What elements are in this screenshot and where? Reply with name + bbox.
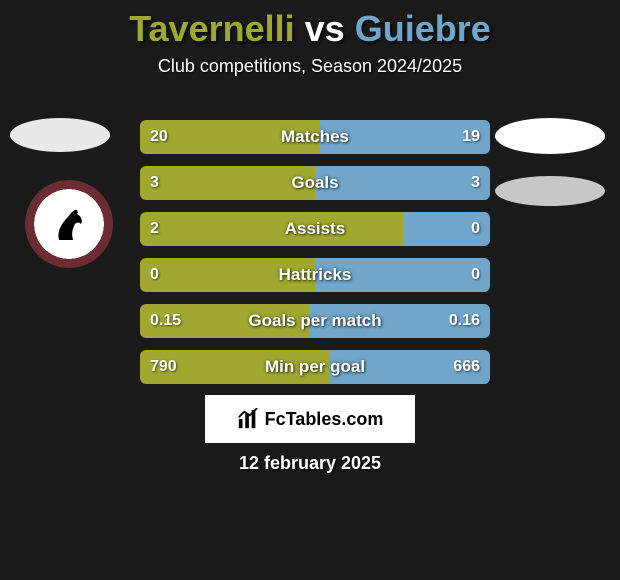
vs-text: vs <box>305 8 345 49</box>
club-crest <box>25 180 113 268</box>
fctables-text: FcTables.com <box>265 409 384 430</box>
stat-bar-left <box>140 304 309 338</box>
right-badge-1 <box>495 118 605 154</box>
stat-row: Goals per match0.150.16 <box>140 304 490 338</box>
fctables-logo[interactable]: FcTables.com <box>205 395 415 443</box>
player2-name: Guiebre <box>355 8 491 49</box>
stat-bar-left <box>140 120 320 154</box>
date-text: 12 february 2025 <box>0 453 620 474</box>
stat-bar-right <box>315 258 490 292</box>
stat-row: Matches2019 <box>140 120 490 154</box>
stat-bar-left <box>140 350 330 384</box>
player1-name: Tavernelli <box>129 8 294 49</box>
stat-row: Min per goal790666 <box>140 350 490 384</box>
comparison-title: Tavernelli vs Guiebre <box>0 0 620 50</box>
stat-bar-right <box>403 212 491 246</box>
stat-row: Hattricks00 <box>140 258 490 292</box>
stat-bars-container: Matches2019 Goals33 Assists20 Hattricks00 Go… <box>140 120 490 396</box>
stat-bar-right <box>315 166 490 200</box>
stat-row: Assists20 <box>140 212 490 246</box>
chart-bars-icon <box>237 408 259 430</box>
right-badge-2 <box>495 176 605 206</box>
horse-icon <box>47 202 91 246</box>
stat-row: Goals33 <box>140 166 490 200</box>
stat-bar-left <box>140 258 315 292</box>
left-badge-1 <box>10 118 110 152</box>
stat-bar-left <box>140 166 315 200</box>
stat-bar-right <box>330 350 490 384</box>
subtitle: Club competitions, Season 2024/2025 <box>0 56 620 77</box>
stat-bar-left <box>140 212 403 246</box>
stat-bar-right <box>309 304 490 338</box>
stat-bar-right <box>320 120 490 154</box>
